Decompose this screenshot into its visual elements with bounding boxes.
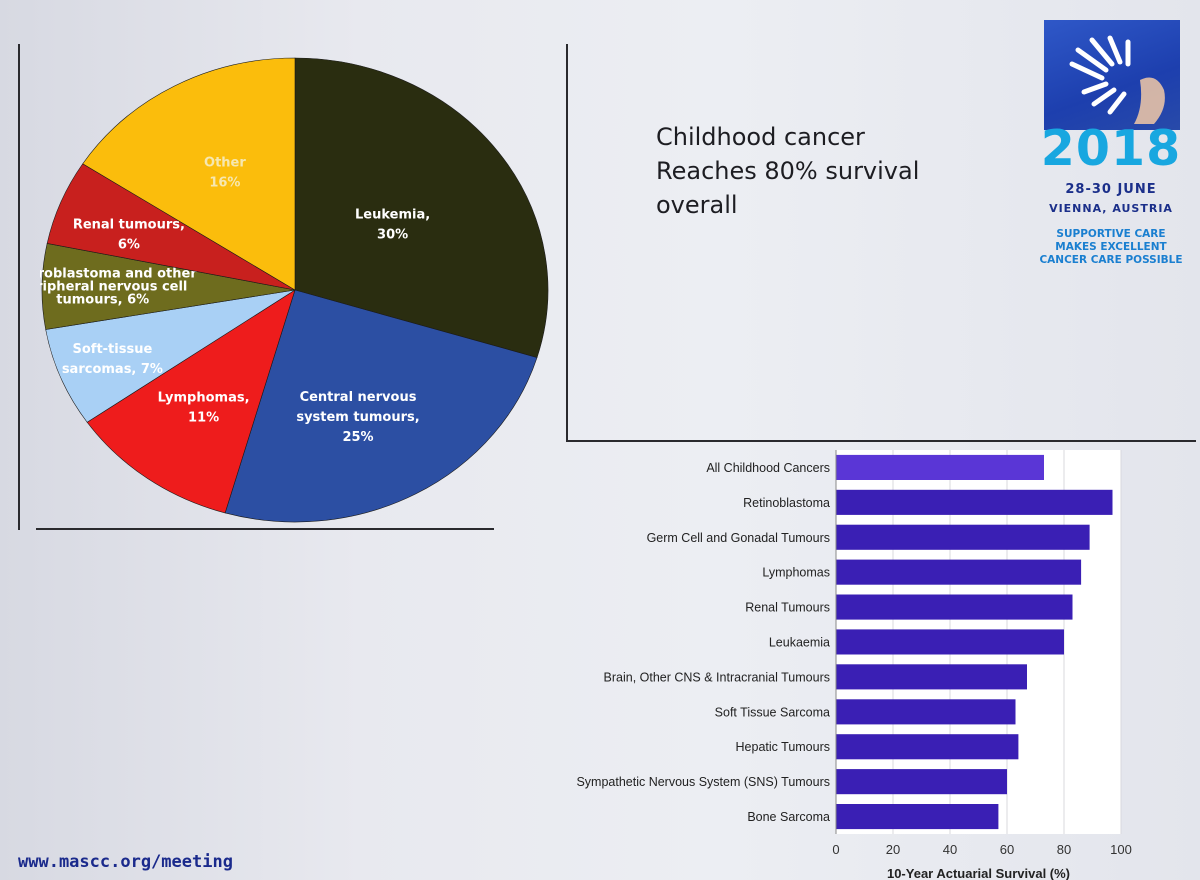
pie-label-line: sarcomas, 7% <box>62 362 163 377</box>
bar-x-tick-label: 0 <box>832 842 839 857</box>
bar-brain-other-cns-intracranial-tumours <box>836 664 1027 690</box>
logo-city: VIENNA, AUSTRIA <box>1049 202 1173 215</box>
logo-tagline: SUPPORTIVE CARE MAKES EXCELLENT CANCER C… <box>1036 228 1186 267</box>
headline-line-3: overall <box>656 191 738 219</box>
pie-label-line: Leukemia, <box>355 207 430 222</box>
pie-slice-other <box>82 57 296 291</box>
pie-label-line: 30% <box>377 227 408 242</box>
bar-category-label: Bone Sarcoma <box>747 810 830 824</box>
hand-logo-icon <box>1044 20 1180 130</box>
conference-logo: 2018 28-30 JUNE VIENNA, AUSTRIA SUPPORTI… <box>1036 20 1186 282</box>
pie-label-line: peripheral nervous cell <box>40 280 187 295</box>
pie-label-line: Neuroblastoma and other <box>40 267 197 282</box>
pie-label-line: tumours, 6% <box>56 293 149 308</box>
pie-frame-left <box>18 44 20 530</box>
bar-leukaemia <box>836 629 1064 655</box>
pie-label-line: 25% <box>342 430 373 445</box>
divider-horizontal <box>566 440 1196 442</box>
pie-label-neuroblastoma-and-other: Neuroblastoma and otherperipheral nervou… <box>40 267 197 308</box>
pie-label-line: Renal tumours, <box>73 217 185 232</box>
pie-label-leukemia: Leukemia, 30% <box>355 207 430 242</box>
pie-slice-leukemia <box>294 57 549 358</box>
footer-url: www.mascc.org/meeting <box>18 852 233 872</box>
bar-retinoblastoma <box>836 489 1113 515</box>
bar-bone-sarcoma <box>836 804 999 830</box>
headline-line-1: Childhood cancer <box>656 123 865 151</box>
bar-hepatic-tumours <box>836 734 1019 760</box>
bar-x-tick-label: 40 <box>943 842 957 857</box>
bar-category-label: All Childhood Cancers <box>706 461 830 475</box>
pie-label-line: 6% <box>118 237 140 252</box>
pie-slice-soft-tissue <box>45 289 296 423</box>
bar-category-label: Brain, Other CNS & Intracranial Tumours <box>604 670 830 684</box>
pie-chart: Leukemia, 30% Central nervous system tumour… <box>40 57 549 523</box>
bar-x-tick-label: 60 <box>1000 842 1014 857</box>
pie-label-line: system tumours, <box>296 410 419 425</box>
pie-label-renal-tumours: Renal tumours, 6% <box>73 217 185 252</box>
headline-line-2: Reaches 80% survival <box>656 157 920 185</box>
bar-category-label: Hepatic Tumours <box>736 740 830 754</box>
bar-all-childhood-cancers <box>836 454 1044 480</box>
pie-label-line: 11% <box>188 410 219 425</box>
bar-category-label: Renal Tumours <box>745 601 830 615</box>
logo-dates: 28-30 JUNE <box>1065 182 1157 197</box>
pie-label-line: Lymphomas, <box>158 390 250 405</box>
pie-label-soft-tissue: Soft-tissue sarcomas, 7% <box>62 342 163 377</box>
bar-x-tick-label: 20 <box>886 842 900 857</box>
logo-tagline-line-3: CANCER CARE POSSIBLE <box>1039 254 1183 266</box>
divider-vertical <box>566 44 568 442</box>
bar-sympathetic-nervous-system-sns-tumours <box>836 769 1007 795</box>
bar-category-label: Germ Cell and Gonadal Tumours <box>647 531 830 545</box>
bar-category-label: Leukaemia <box>769 636 830 650</box>
bar-x-tick-label: 100 <box>1110 842 1132 857</box>
pie-frame-bottom <box>36 528 494 530</box>
pie-label-lymphomas: Lymphomas, 11% <box>158 390 250 425</box>
pie-label-line: 16% <box>209 175 240 190</box>
bar-soft-tissue-sarcoma <box>836 699 1016 725</box>
pie-slice-central-nervous <box>224 289 538 523</box>
logo-tagline-line-2: MAKES EXCELLENT <box>1055 241 1167 253</box>
logo-tagline-line-1: SUPPORTIVE CARE <box>1056 228 1166 240</box>
bar-x-tick-label: 80 <box>1057 842 1071 857</box>
headline: Childhood cancer Reaches 80% survival ov… <box>656 120 986 222</box>
pie-label-central-nervous: Central nervous system tumours, 25% <box>296 390 419 445</box>
bar-renal-tumours <box>836 594 1073 620</box>
pie-label-line: Central nervous <box>300 390 417 405</box>
bar-x-axis-label: 10-Year Actuarial Survival (%) <box>887 866 1070 880</box>
bar-germ-cell-and-gonadal-tumours <box>836 524 1090 550</box>
bar-category-label: Lymphomas <box>762 566 830 580</box>
bar-category-label: Sympathetic Nervous System (SNS) Tumours <box>576 775 830 789</box>
bar-chart: 0 20 40 60 80 100 All Childhood Cancers Retinob… <box>576 450 1132 880</box>
bar-category-label: Soft Tissue Sarcoma <box>715 705 830 719</box>
pie-label-other: Other 16% <box>204 155 246 190</box>
logo-year: 2018 <box>1040 120 1182 177</box>
bar-lymphomas <box>836 559 1082 585</box>
bar-category-label: Retinoblastoma <box>743 496 830 510</box>
pie-label-line: Soft-tissue <box>73 342 153 357</box>
pie-slice-lymphomas <box>86 289 296 514</box>
pie-label-line: Other <box>204 155 246 170</box>
